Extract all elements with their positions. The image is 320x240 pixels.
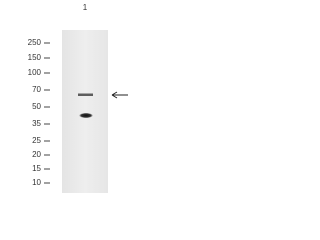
marker-label: 15 — [32, 164, 41, 173]
marker-label: 150 — [28, 53, 42, 62]
band-upper — [78, 93, 93, 96]
marker-label: 35 — [32, 119, 41, 128]
arrow-head — [111, 91, 118, 99]
marker-label: 250 — [28, 38, 42, 47]
marker-label: 50 — [32, 102, 41, 111]
western-blot: 1 250 150 100 70 50 35 25 20 15 10 — [28, 3, 128, 193]
marker-label: 70 — [32, 85, 41, 94]
marker-label: 20 — [32, 150, 41, 159]
lane-label: 1 — [83, 3, 88, 12]
band-lower — [79, 112, 93, 119]
blot-membrane — [62, 30, 108, 193]
marker-label: 25 — [32, 136, 41, 145]
marker-label: 10 — [32, 178, 41, 187]
marker-label: 100 — [28, 68, 42, 77]
